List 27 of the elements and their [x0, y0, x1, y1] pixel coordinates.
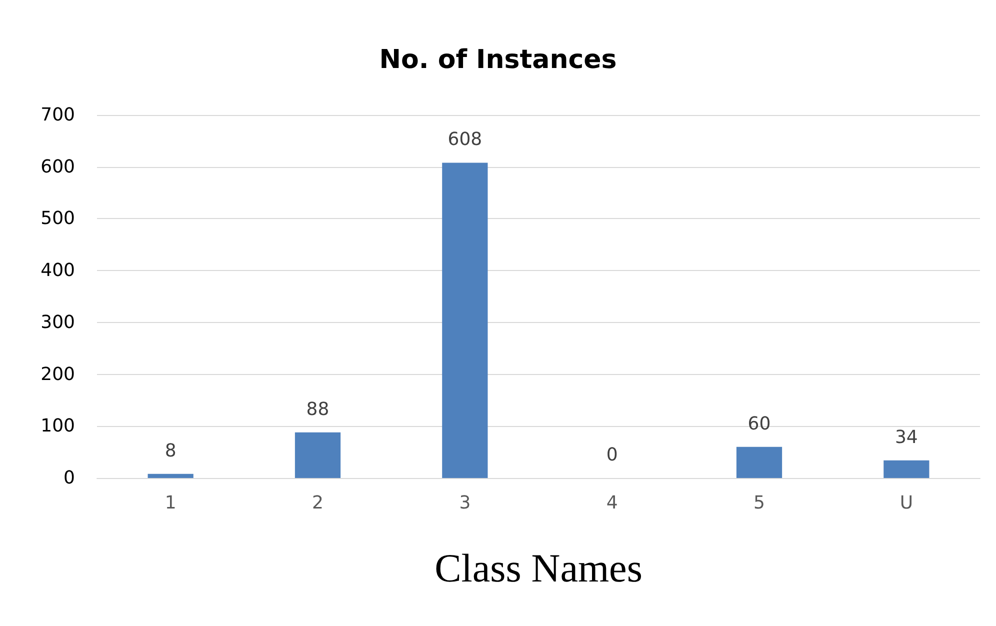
y-tick-label: 0	[64, 468, 75, 488]
y-tick-label: 500	[40, 208, 75, 230]
data-label: 60	[748, 413, 771, 434]
x-axis-title: Class Names	[434, 546, 642, 590]
y-tick-label: 400	[40, 260, 75, 282]
chart-title: No. of Instances	[379, 45, 617, 75]
data-label: 0	[606, 444, 618, 466]
x-tick-label: 3	[459, 492, 471, 514]
data-label: 8	[164, 440, 176, 462]
x-tick-label: 2	[312, 492, 324, 514]
data-label: 88	[306, 398, 330, 420]
x-tick-label: U	[900, 492, 914, 514]
bar	[884, 460, 930, 478]
y-tick-label: 600	[40, 156, 75, 178]
y-tick-label: 700	[40, 104, 75, 126]
y-tick-label: 300	[40, 312, 75, 333]
y-tick-label: 200	[40, 364, 75, 385]
bar	[294, 432, 341, 478]
x-tick-label: 1	[164, 492, 176, 514]
x-tick-label: 5	[754, 492, 765, 514]
bar	[148, 474, 194, 478]
x-tick-label: 4	[606, 492, 618, 514]
y-tick-label: 100	[40, 416, 75, 437]
data-label: 608	[448, 129, 482, 150]
bar	[442, 162, 488, 478]
data-label: 34	[894, 426, 918, 448]
bar	[736, 446, 782, 478]
